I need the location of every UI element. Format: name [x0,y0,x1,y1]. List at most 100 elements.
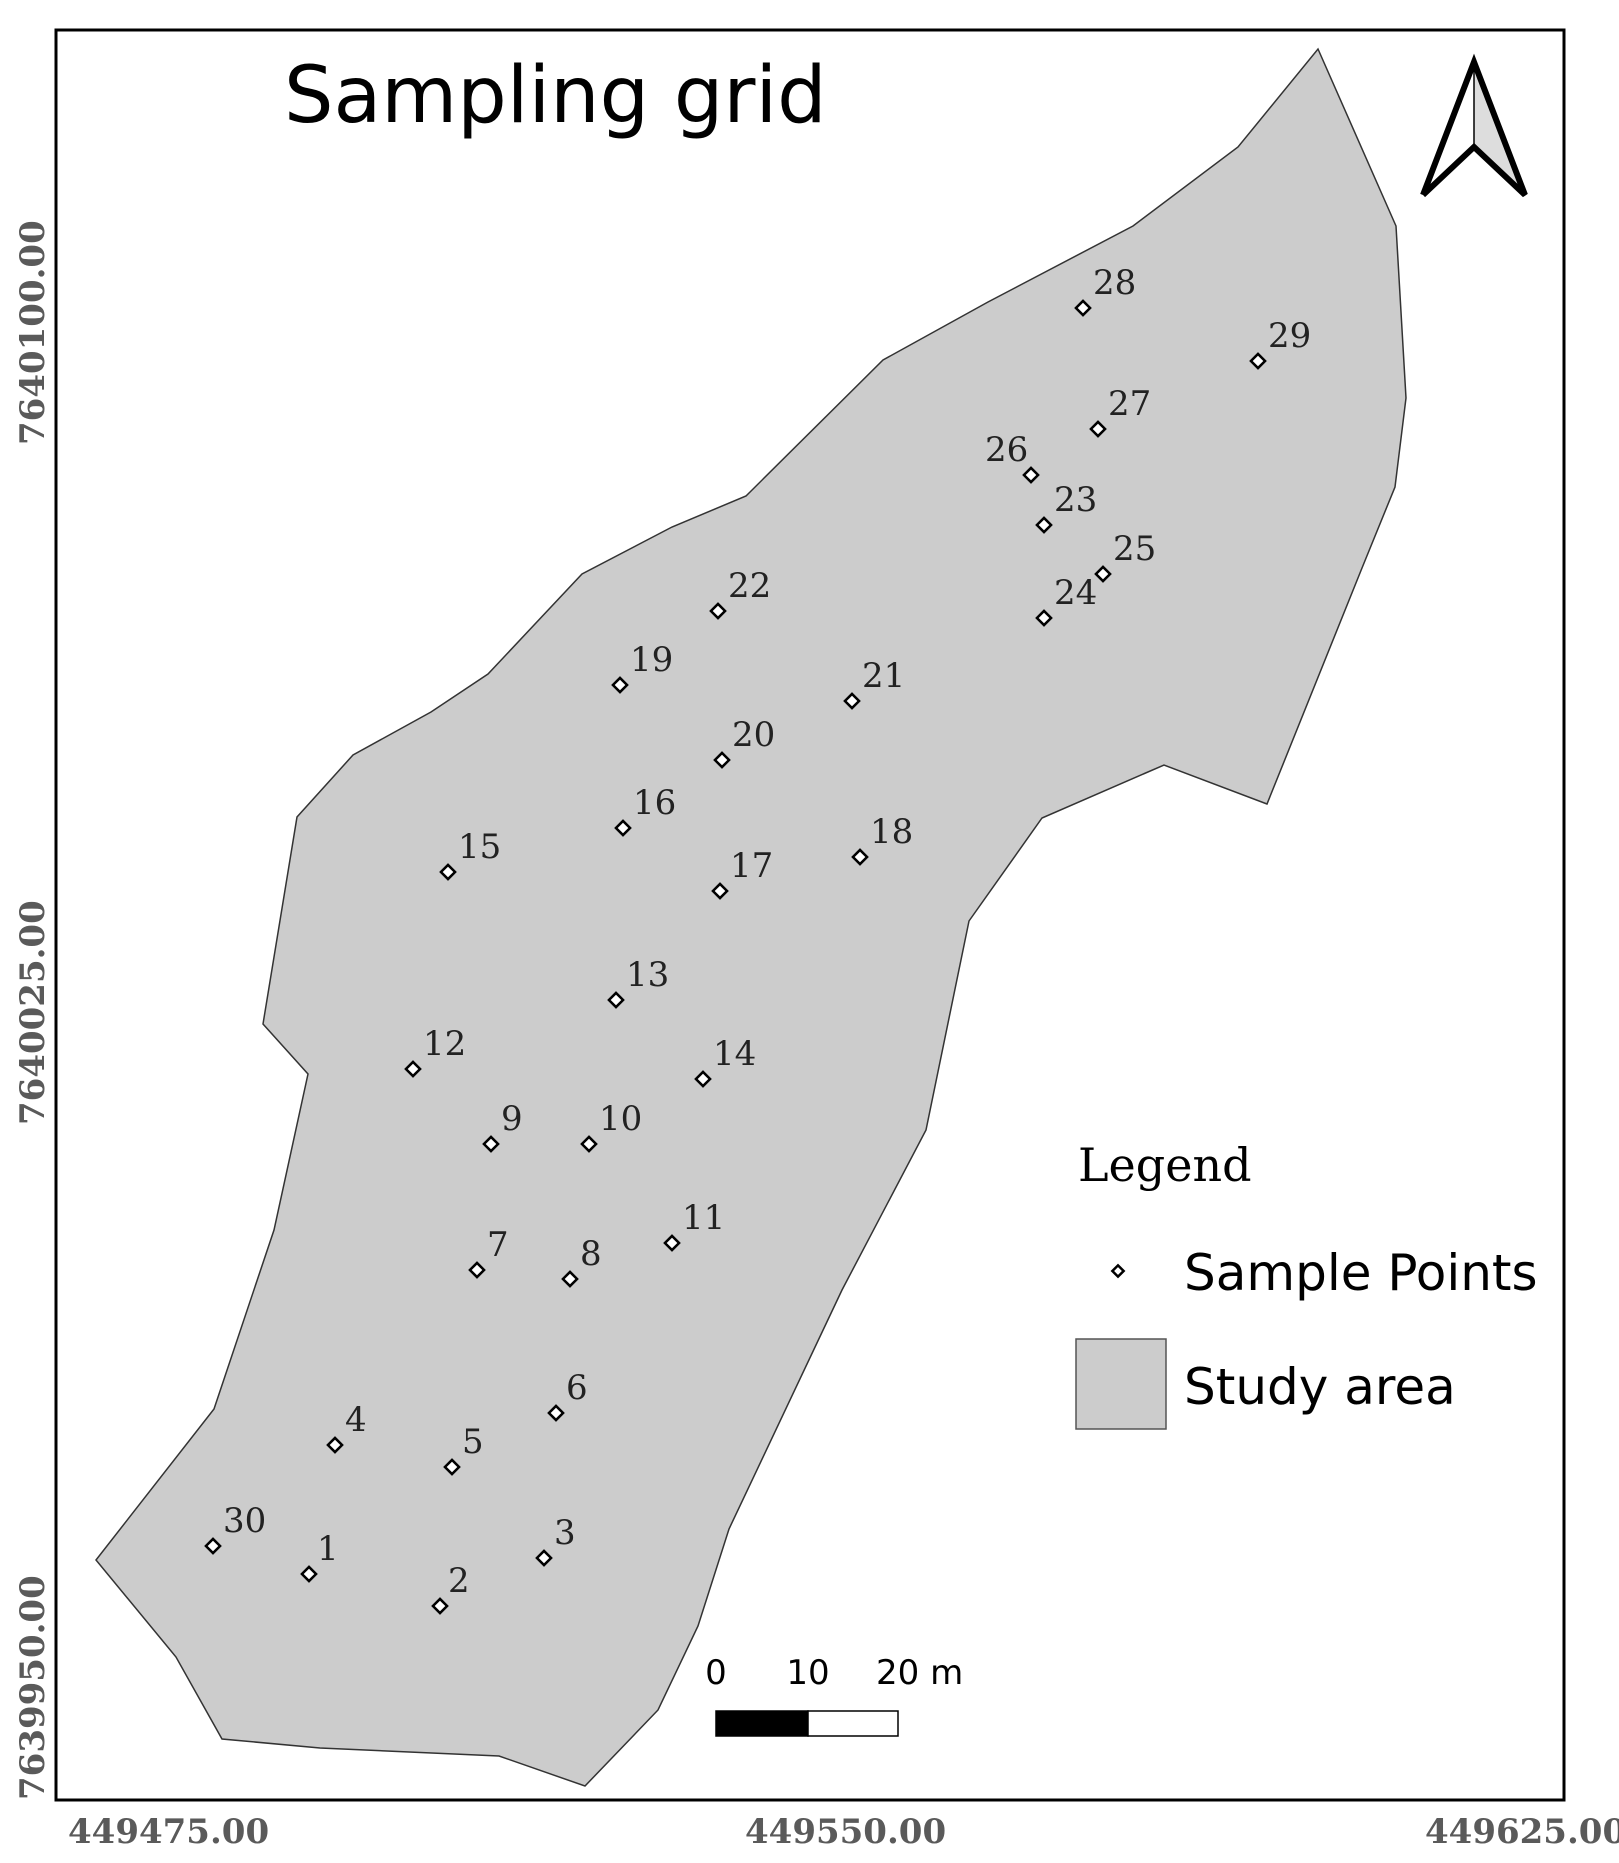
sample-point-label: 21 [862,656,905,696]
sample-point-label: 8 [580,1234,602,1274]
sample-point-label: 13 [626,955,669,995]
sample-point-marker [663,1234,681,1252]
sample-point: 15 [439,827,501,881]
sample-point-label: 2 [448,1561,470,1601]
sample-point-label: 27 [1108,384,1151,424]
sample-point-label: 12 [423,1024,466,1064]
sample-point-label: 19 [630,640,673,680]
sample-point: 8 [561,1234,602,1288]
sample-point: 13 [607,955,669,1009]
sample-point: 11 [663,1198,725,1252]
sample-point-label: 17 [730,846,773,886]
sample-point-label: 20 [732,715,775,755]
sample-point-marker [843,692,861,710]
sample-point: 7 [468,1225,509,1279]
scale-bar: 0 10 20 m [705,1653,963,1737]
scale-label: 20 m [876,1653,963,1693]
sample-point: 18 [851,812,913,866]
sample-point: 12 [404,1024,466,1078]
scale-bar-white-segment [807,1710,899,1737]
sample-point-marker [561,1270,579,1288]
sample-point-marker [1089,420,1107,438]
sample-point: 2 [431,1561,470,1615]
sample-point-label: 22 [728,566,771,606]
sample-point-label: 23 [1054,480,1097,520]
sample-point-marker [607,991,625,1009]
sample-point: 10 [580,1099,642,1153]
sample-point: 5 [443,1422,484,1476]
x-coord-label: 449550.00 [745,1812,946,1852]
sample-point: 29 [1249,316,1311,370]
sample-point: 28 [1074,263,1136,317]
sample-point: 26 [985,430,1040,484]
sample-point-label: 16 [633,783,676,823]
sample-point: 19 [611,640,673,694]
sample-point-marker [711,882,729,900]
sample-point-marker [694,1070,712,1088]
sample-point-marker [482,1135,500,1153]
sample-point: 24 [1035,573,1097,627]
sample-point: 30 [204,1501,266,1555]
legend-title: Legend [1078,1138,1252,1192]
sample-point-marker [547,1404,565,1422]
sample-point-label: 7 [487,1225,509,1265]
sample-point-marker [439,863,457,881]
legend-item-sample-points: Sample Points [1184,1244,1538,1302]
sample-point: 27 [1089,384,1151,438]
sample-point: 3 [535,1513,576,1567]
sample-point-label: 26 [985,430,1028,470]
sample-point: 22 [709,566,771,620]
sample-point-marker [535,1549,553,1567]
sample-point-marker [1022,466,1040,484]
y-coord-label: 7640100.00 [13,220,53,445]
sample-point: 9 [482,1099,523,1153]
sample-point-label: 6 [566,1368,588,1408]
sample-point-label: 10 [599,1099,642,1139]
sample-point: 6 [547,1368,588,1422]
sample-point: 23 [1035,480,1097,534]
sample-point: 20 [713,715,775,769]
scale-label: 0 [705,1653,727,1693]
sample-point-label: 29 [1268,316,1311,356]
sample-point-marker [713,751,731,769]
sample-point-marker [443,1458,461,1476]
sample-point-marker [1249,352,1267,370]
y-coord-label: 7639950.00 [13,1575,53,1800]
sample-point: 14 [694,1034,756,1088]
sample-point-label: 4 [345,1400,367,1440]
study-area-polygon [95,47,1407,1787]
sample-point-marker [614,819,632,837]
sample-point-marker [404,1060,422,1078]
sample-point-marker [1035,609,1053,627]
sample-point: 21 [843,656,905,710]
scale-label: 10 [786,1653,829,1693]
sample-point-marker [1035,516,1053,534]
sample-point-marker [1094,565,1112,583]
sample-point-label: 3 [554,1513,576,1553]
sample-point-label: 28 [1093,263,1136,303]
sample-point: 25 [1094,529,1156,583]
x-coord-label: 449475.00 [68,1812,269,1852]
y-coord-label: 7640025.00 [13,900,53,1125]
sample-point-marker [300,1565,318,1583]
sample-point-icon [1110,1263,1126,1279]
sample-point-marker [1074,299,1092,317]
sample-point-label: 15 [458,827,501,867]
sample-point-marker [851,848,869,866]
sample-point-label: 25 [1113,529,1156,569]
north-arrow-icon [1420,53,1528,198]
sample-point-label: 30 [223,1501,266,1541]
sample-point-label: 24 [1054,573,1097,613]
sample-point: 16 [614,783,676,837]
sample-point-marker [468,1261,486,1279]
sample-point: 1 [300,1529,339,1583]
sample-point-marker [431,1597,449,1615]
x-coord-label: 449625.00 [1425,1812,1619,1852]
legend: Legend Sample Points Study area [1075,1138,1538,1430]
legend-item-study-area: Study area [1184,1358,1456,1416]
sample-point-label: 18 [870,812,913,852]
study-area-swatch-icon [1075,1338,1167,1430]
sample-point: 17 [711,846,773,900]
